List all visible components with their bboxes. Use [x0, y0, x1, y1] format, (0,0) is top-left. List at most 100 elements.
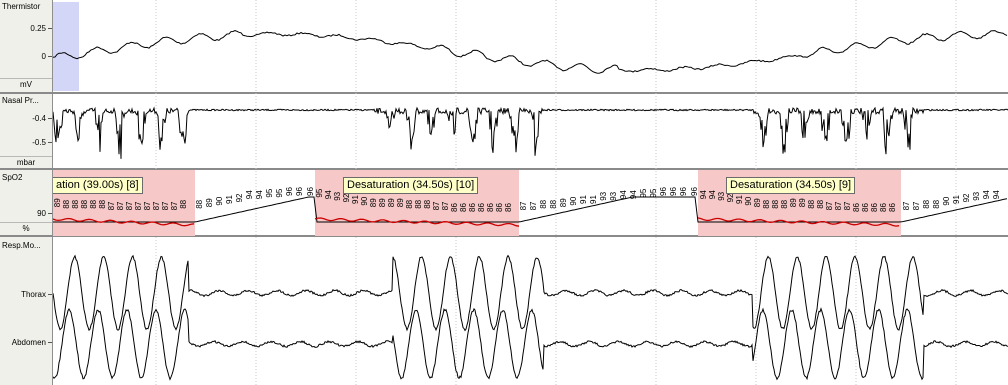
waveform-canvas: 89 88 88 88 88 88 87 87 87 87 87 87 87 87 88 88 89 90 91 92… [53, 0, 1008, 385]
thermistor-tick-mark [48, 56, 52, 57]
spo2-value: 88 [807, 199, 816, 208]
spo2-value: 86 [486, 203, 495, 212]
nasal-unit-cell: mbar [0, 156, 52, 168]
spo2-tick-mark [48, 213, 52, 214]
spo2-value: 92 [962, 193, 971, 202]
spo2-unit: % [22, 224, 30, 233]
spo2-value: 88 [414, 199, 423, 208]
thermistor-unit: mV [20, 80, 32, 89]
spo2-value: 94 [992, 190, 1001, 199]
abdomen-label: Abdomen [11, 338, 46, 347]
spo2-value: 86 [468, 203, 477, 212]
nasal-tick-04: -0.4 [32, 114, 46, 123]
spo2-value: 92 [235, 193, 244, 202]
nasal-tick-mark [48, 118, 52, 119]
nasal-channel-name[interactable]: Nasal Pr... [2, 96, 39, 105]
spo2-value: 86 [459, 203, 468, 212]
spo2-value: 89 [205, 198, 214, 207]
spo2-value: 91 [351, 195, 360, 204]
spo2-value: 88 [539, 199, 548, 208]
spo2-value: 96 [690, 187, 699, 196]
spo2-value: 91 [589, 195, 598, 204]
spo2-value: 87 [843, 201, 852, 210]
abdomen-tick-mark [48, 342, 52, 343]
spo2-value: 87 [134, 201, 143, 210]
spo2-value: 95 [315, 188, 324, 197]
spo2-value: 86 [477, 203, 486, 212]
resp-channel-name[interactable]: Resp.Mo... [2, 241, 41, 250]
spo2-value: 88 [932, 199, 941, 208]
spo2-value: 88 [98, 199, 107, 208]
spo2-value: 88 [405, 199, 414, 208]
spo2-value: 87 [161, 201, 170, 210]
desaturation-event-label[interactable]: Desaturation (34.50s) [9] [726, 177, 856, 194]
spo2-value: 87 [152, 201, 161, 210]
spo2-value: 89 [396, 198, 405, 207]
spo2-value: 96 [669, 187, 678, 196]
signal-plot-area[interactable]: 89 88 88 88 88 88 87 87 87 87 87 87 87 87 88 88 89 90 91 92… [53, 0, 1008, 385]
spo2-value: 93 [717, 191, 726, 200]
spo2-channel-name[interactable]: SpO2 [2, 173, 23, 182]
spo2-value: 95 [265, 188, 274, 197]
spo2-value: 94 [255, 190, 264, 199]
spo2-value: 89 [369, 198, 378, 207]
desaturation-event-label[interactable]: ation (39.00s) [8] [53, 177, 143, 194]
spo2-value-labels: 89 88 88 88 88 88 87 87 87 87 87 87 87 87 88 88 89 90 91 92… [53, 187, 1001, 212]
spo2-value: 89 [53, 198, 62, 207]
spo2-value: 88 [179, 199, 188, 208]
abdomen-waveform [53, 307, 1008, 381]
spo2-value: 96 [306, 187, 315, 196]
spo2-value: 87 [441, 201, 450, 210]
thermistor-channel-name[interactable]: Thermistor [2, 2, 41, 11]
channel-separator[interactable] [0, 92, 1008, 94]
spo2-value: 89 [378, 198, 387, 207]
spo2-value: 88 [762, 199, 771, 208]
spo2-value: 88 [771, 199, 780, 208]
spo2-value: 88 [922, 199, 931, 208]
spo2-value: 89 [559, 198, 568, 207]
spo2-value: 88 [549, 199, 558, 208]
spo2-value: 96 [295, 187, 304, 196]
channel-separator[interactable] [0, 168, 1008, 170]
thorax-waveform [53, 254, 1008, 332]
spo2-value: 86 [888, 203, 897, 212]
desaturation-trace [314, 217, 520, 227]
spo2-value: 92 [342, 193, 351, 202]
spo2-value: 88 [71, 199, 80, 208]
spo2-value: 96 [659, 187, 668, 196]
spo2-trace [53, 196, 1008, 223]
spo2-unit-cell: % [0, 222, 52, 234]
spo2-value: 94 [708, 190, 717, 199]
spo2-value: 91 [579, 195, 588, 204]
spo2-value: 93 [609, 191, 618, 200]
spo2-value: 86 [504, 203, 513, 212]
spo2-value: 89 [753, 198, 762, 207]
thermistor-unit-cell: mV [0, 78, 52, 90]
spo2-value: 88 [80, 199, 89, 208]
selection-highlight [53, 2, 79, 91]
spo2-value: 90 [942, 196, 951, 205]
spo2-value: 96 [285, 187, 294, 196]
spo2-value: 94 [619, 190, 628, 199]
channel-label-column: Thermistor 0.25 0 mV Nasal Pr... -0.4 -0… [0, 0, 53, 385]
thorax-tick-mark [48, 294, 52, 295]
spo2-value: 89 [789, 198, 798, 207]
desaturation-event-label[interactable]: Desaturation (34.50s) [10] [343, 177, 479, 194]
spo2-value: 86 [870, 203, 879, 212]
spo2-value: 93 [333, 191, 342, 200]
nasal-pressure-waveform [53, 106, 1008, 159]
spo2-value: 87 [834, 201, 843, 210]
thorax-label: Thorax [21, 290, 46, 299]
spo2-value: 93 [972, 191, 981, 200]
spo2-value: 95 [275, 188, 284, 197]
spo2-value: 91 [952, 195, 961, 204]
spo2-value: 96 [679, 187, 688, 196]
thermistor-tick-025: 0.25 [30, 24, 46, 33]
spo2-value: 90 [215, 196, 224, 205]
spo2-value: 86 [852, 203, 861, 212]
spo2-value: 91 [735, 195, 744, 204]
desaturation-red-traces [53, 217, 900, 227]
spo2-value: 87 [116, 201, 125, 210]
spo2-value: 87 [912, 201, 921, 210]
spo2-value: 87 [107, 201, 116, 210]
